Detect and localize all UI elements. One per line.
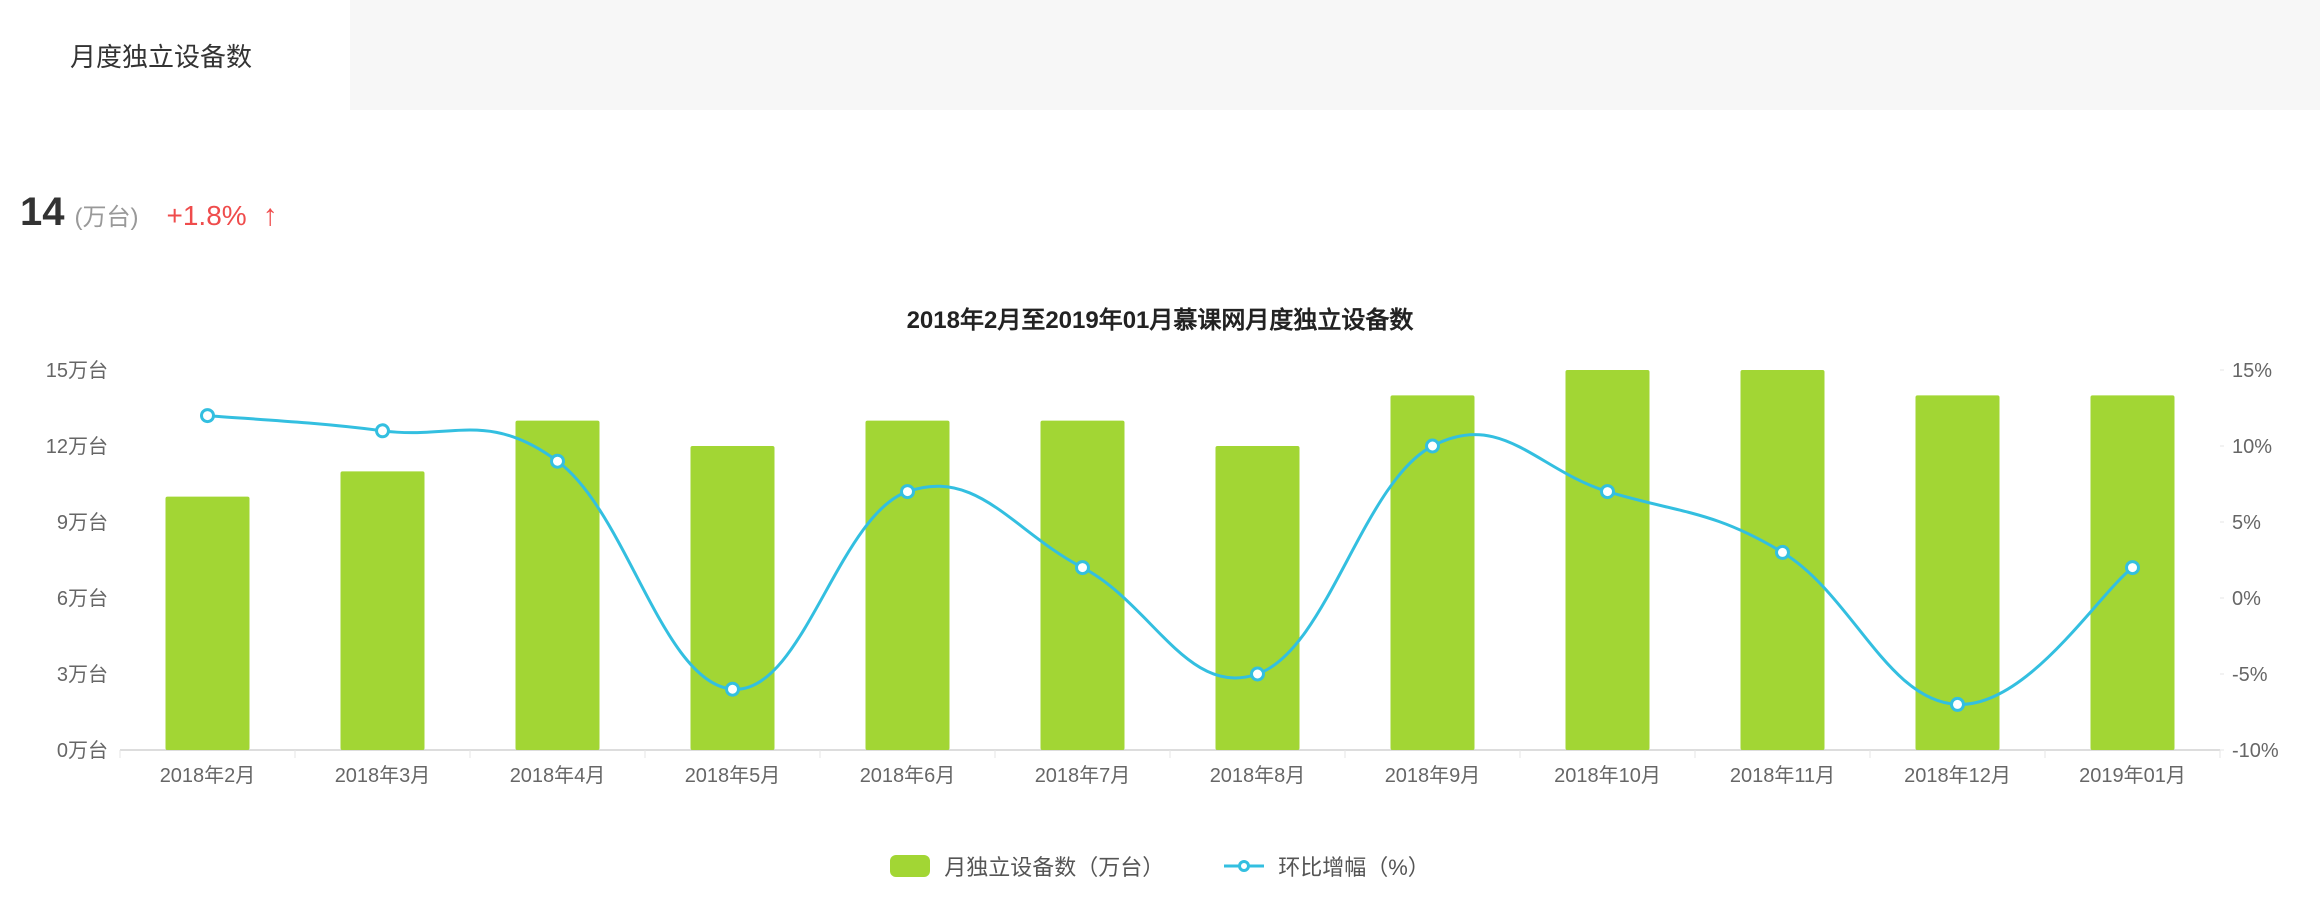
svg-text:2018年12月: 2018年12月 [1904, 764, 2011, 787]
svg-text:3万台: 3万台 [57, 663, 108, 686]
svg-text:-10%: -10% [2232, 740, 2279, 762]
legend-line-label: 环比增幅（%） [1278, 850, 1430, 882]
svg-text:0%: 0% [2232, 588, 2261, 610]
summary-value: 14 [20, 190, 65, 235]
tab-label: 月度独立设备数 [70, 37, 252, 74]
chart-title: 2018年2月至2019年01月慕课网月度独立设备数 [0, 300, 2320, 335]
page-root: 月度独立设备数 14 (万台) +1.8% ↑ 2018年2月至2019年01月… [0, 0, 2320, 920]
svg-text:10%: 10% [2232, 436, 2272, 458]
legend-bar-label: 月独立设备数（万台） [944, 850, 1164, 882]
svg-text:0万台: 0万台 [57, 739, 108, 762]
svg-text:2018年3月: 2018年3月 [335, 764, 431, 787]
legend-row: 月独立设备数（万台） 环比增幅（%） [0, 850, 2320, 882]
summary-unit: (万台) [75, 197, 139, 232]
summary-delta: +1.8% [166, 200, 246, 232]
svg-text:2018年9月: 2018年9月 [1385, 764, 1481, 787]
svg-text:12万台: 12万台 [46, 435, 108, 458]
tab-rest-area [350, 0, 2320, 110]
legend-line-swatch [1224, 855, 1264, 877]
svg-text:2018年4月: 2018年4月 [510, 764, 606, 787]
svg-text:2018年10月: 2018年10月 [1554, 764, 1661, 787]
tab-row: 月度独立设备数 [0, 0, 2320, 110]
legend-item-bars[interactable]: 月独立设备数（万台） [890, 850, 1164, 882]
svg-text:2019年01月: 2019年01月 [2079, 764, 2186, 787]
legend-bar-swatch [890, 855, 930, 877]
svg-text:2018年8月: 2018年8月 [1210, 764, 1306, 787]
svg-text:2018年6月: 2018年6月 [860, 764, 956, 787]
svg-text:2018年7月: 2018年7月 [1035, 764, 1131, 787]
arrow-up-icon: ↑ [263, 199, 278, 233]
svg-text:15%: 15% [2232, 360, 2272, 382]
legend-item-line[interactable]: 环比增幅（%） [1224, 850, 1430, 882]
chart-container: 0万台 3万台 6万台 9万台 12万台 15万台 -10% -5% 0% 5% 10% 15% 201… [20, 360, 2300, 810]
summary-row: 14 (万台) +1.8% ↑ [20, 190, 278, 235]
svg-text:15万台: 15万台 [46, 360, 108, 382]
combo-chart: 0万台 3万台 6万台 9万台 12万台 15万台 -10% -5% 0% 5% 10% 15% 201… [20, 360, 2300, 810]
svg-text:6万台: 6万台 [57, 587, 108, 610]
tab-monthly-devices[interactable]: 月度独立设备数 [0, 0, 350, 110]
svg-text:5%: 5% [2232, 512, 2261, 534]
svg-text:-5%: -5% [2232, 664, 2268, 686]
svg-text:2018年11月: 2018年11月 [1730, 764, 1835, 787]
svg-text:9万台: 9万台 [57, 511, 108, 534]
svg-text:2018年2月: 2018年2月 [160, 764, 256, 787]
svg-text:2018年5月: 2018年5月 [685, 764, 781, 787]
